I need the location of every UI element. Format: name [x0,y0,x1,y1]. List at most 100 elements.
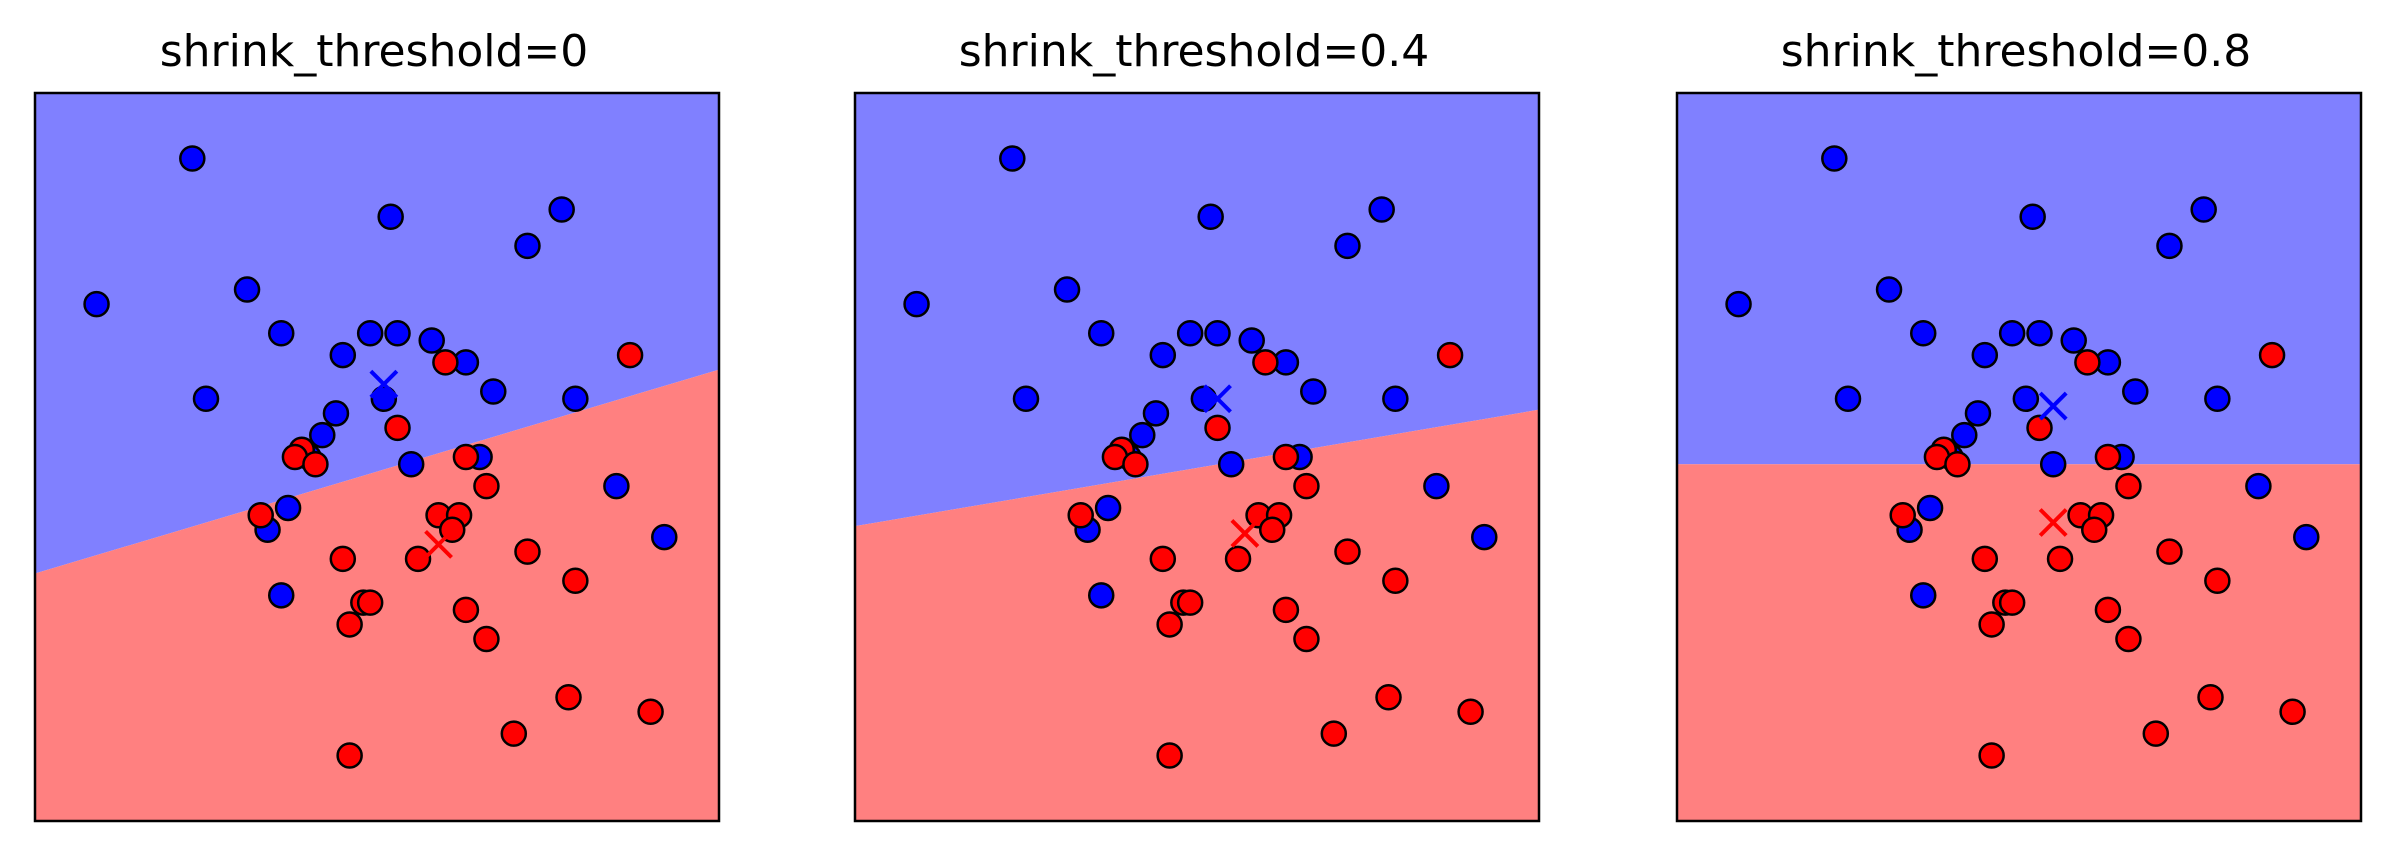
class1-point [2258,341,2286,369]
class1-point [336,611,363,638]
subplot-0: shrink_threshold=0 [14,0,734,855]
class1-point [1272,443,1300,471]
class1-point [1320,720,1348,747]
class1-point [1971,545,1999,573]
class0-point [548,196,575,223]
class0-point [2012,385,2040,413]
class0-point [1087,582,1115,609]
class1-point [1382,567,1409,595]
class0-point [2026,319,2053,347]
class1-point [1889,501,1916,529]
class0-centroid-marker [1203,384,1232,414]
class0-point [562,385,589,413]
class1-point [1122,451,1149,478]
class1-point [473,625,500,653]
class0-point [1382,385,1409,413]
class0-point [1190,385,1218,413]
axes-frame [853,91,1541,823]
class0-point [1368,196,1395,223]
class1-point [2142,720,2170,747]
class1-point [2074,349,2101,376]
class0-point [274,494,302,522]
class1-point [1067,501,1094,529]
class0-point [179,145,206,172]
class0-point [1725,290,1752,318]
class1-point [1436,341,1464,369]
class1-point [452,443,480,471]
axes-frame [1675,91,2363,823]
subplot-1: shrink_threshold=0.4 [834,0,1554,855]
class0-point [309,421,336,449]
scatter-plot [1675,91,2363,823]
class1-point [1978,611,2005,638]
subplot-title: shrink_threshold=0.4 [958,26,1430,77]
class0-centroid-marker [2038,391,2068,421]
class0-point [192,385,220,413]
class1-point [1156,611,1183,638]
class1-point [637,698,664,726]
class0-point [514,232,541,260]
class0-point [1834,385,1862,413]
class1-point [302,451,329,478]
class1-point [1252,349,1279,376]
scatter-plot [853,91,1541,823]
class1-point [1944,451,1971,478]
class1-point [514,538,541,565]
class1-point [2115,472,2142,500]
class1-point [336,742,363,769]
class1-centroid-marker [424,529,453,559]
class0-point [384,319,411,347]
class0-point [1238,327,1265,354]
class0-point [2060,327,2087,354]
class1-point [452,596,480,624]
class1-point [1293,625,1320,653]
class1-point [500,720,528,747]
class0-point [1129,421,1156,449]
class0-point [1875,276,1903,303]
scatter-plot [33,91,721,823]
class0-point [377,203,404,231]
class0-point [2245,472,2272,500]
class0-point [322,400,350,427]
class0-point [1909,582,1937,609]
class1-point [329,545,357,573]
class0-point [397,451,425,478]
class0-region [1677,93,2361,465]
class0-point [1971,341,1999,369]
class1-point [1156,742,1183,769]
class1-point [1204,414,1231,442]
class1-point [247,501,274,529]
class1-point [616,341,644,369]
class0-point [1176,319,1204,347]
class0-point [2122,378,2149,405]
class0-point [1217,451,1245,478]
class1-point [1375,683,1402,711]
class0-point [1087,319,1115,347]
class1-point [2279,698,2306,726]
class0-point [267,582,295,609]
class1-point [2026,414,2053,442]
class0-point [1197,203,1224,231]
class0-point [1204,319,1231,347]
class1-point [555,683,582,711]
class0-point [651,523,678,551]
class0-point [2019,203,2046,231]
class0-point [1998,319,2026,347]
class1-point [1176,589,1204,616]
class0-point [1964,400,1992,427]
class0-point [1951,421,1978,449]
class0-point [1094,494,1122,522]
class0-point [2156,232,2183,260]
class1-point [404,545,432,573]
class0-point [903,290,930,318]
class1-point [1334,538,1361,565]
class0-point [1142,400,1170,427]
class1-centroid-marker [1230,519,1260,548]
class1-point [2115,625,2142,653]
class1-point [2204,567,2231,595]
class1-point [384,414,411,442]
class0-point [1334,232,1361,260]
class1-region [855,409,1539,821]
class0-point [1300,378,1327,405]
class1-point [562,567,589,595]
